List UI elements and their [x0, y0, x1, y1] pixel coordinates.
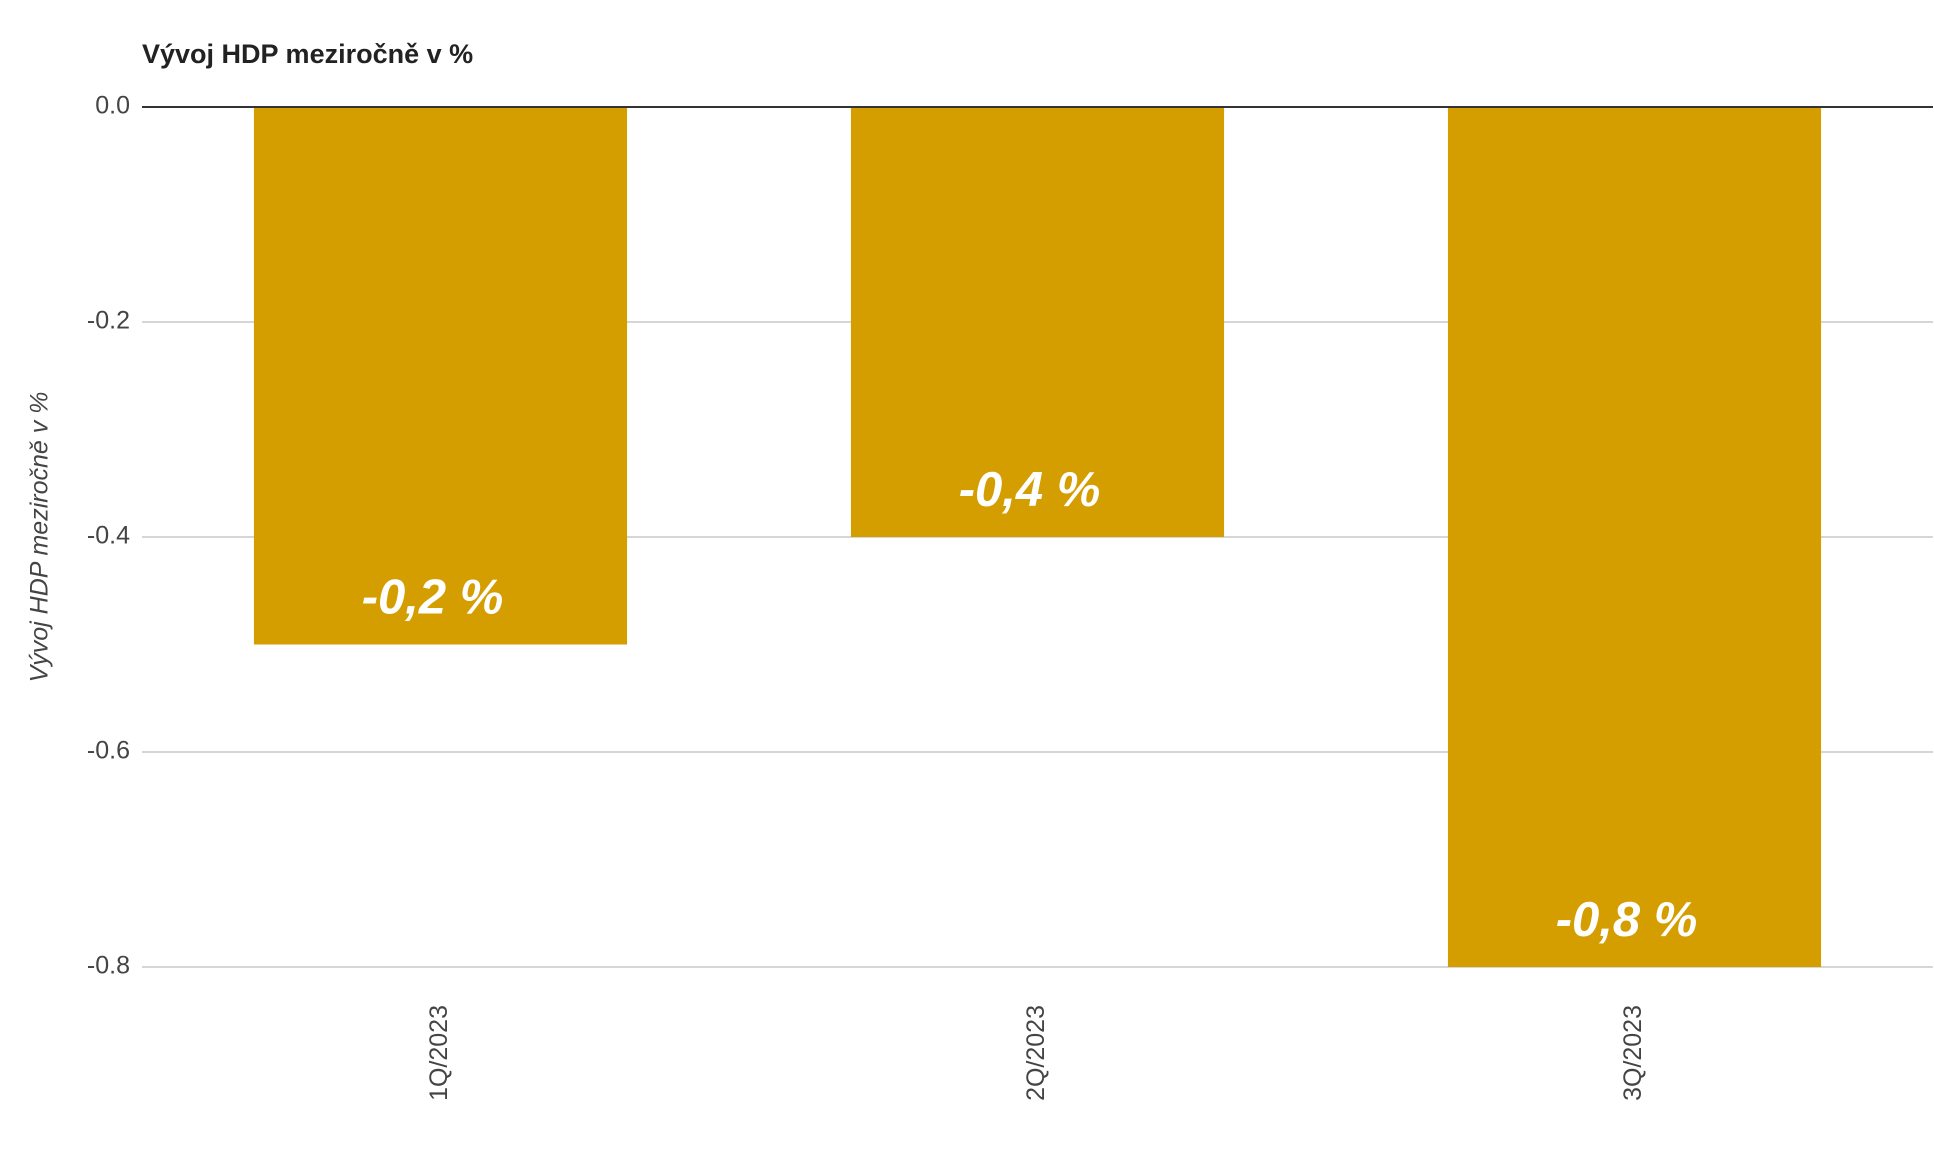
y-tick-label: -0.6	[87, 737, 130, 765]
bar	[1447, 107, 1822, 967]
x-tick-label: 1Q/2023	[425, 1005, 453, 1101]
y-tick-label: -0.8	[87, 952, 130, 980]
bar	[850, 107, 1225, 537]
x-tick-label: 3Q/2023	[1619, 1005, 1647, 1101]
bar-annotation: -0,8 %	[1556, 893, 1698, 947]
bar-annotation: -0,2 %	[362, 570, 504, 624]
bar-annotation: -0,4 %	[959, 463, 1101, 517]
y-tick-label: -0.2	[87, 307, 130, 335]
bar	[253, 107, 628, 645]
y-tick-label: 0.0	[95, 92, 130, 120]
x-tick-label: 2Q/2023	[1022, 1005, 1050, 1101]
y-axis-label: Vývoj HDP meziročně v %	[26, 392, 54, 683]
y-tick-label: -0.4	[87, 522, 130, 550]
chart-title: Vývoj HDP meziročně v %	[142, 39, 473, 69]
